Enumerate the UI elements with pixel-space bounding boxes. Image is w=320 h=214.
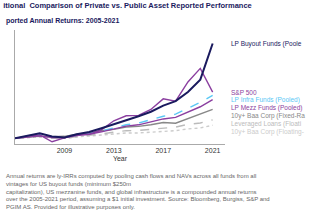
svg-text:Annual returns are ly-IRRs com: Annual returns are ly-IRRs computed by p…	[6, 173, 270, 210]
svg-text:Leveraged Loans (Floati: Leveraged Loans (Floati	[231, 120, 301, 128]
svg-text:2021: 2021	[205, 147, 221, 154]
svg-text:10y+ Baa Corp (Fixed-Ra: 10y+ Baa Corp (Fixed-Ra	[231, 112, 305, 120]
svg-text:10y+ Baa Corp (Floating-: 10y+ Baa Corp (Floating-	[231, 128, 304, 136]
svg-text:LP Infra Funds (Pooled): LP Infra Funds (Pooled)	[231, 96, 300, 104]
svg-text:2013: 2013	[106, 147, 122, 154]
svg-text:2009: 2009	[57, 147, 73, 154]
svg-text:ported Annual Returns: 2005-20: ported Annual Returns: 2005-2021	[6, 17, 119, 25]
svg-text:LP Buyout Funds (Poole: LP Buyout Funds (Poole	[231, 40, 302, 48]
svg-text:Year: Year	[113, 155, 128, 162]
svg-text:2017: 2017	[155, 147, 171, 154]
svg-text:LP Mezz Funds (Pooled): LP Mezz Funds (Pooled)	[231, 104, 302, 112]
svg-text:itional Comparison of Private: itional Comparison of Private vs. Public…	[3, 1, 252, 10]
svg-text:S&P 500: S&P 500	[231, 89, 257, 96]
